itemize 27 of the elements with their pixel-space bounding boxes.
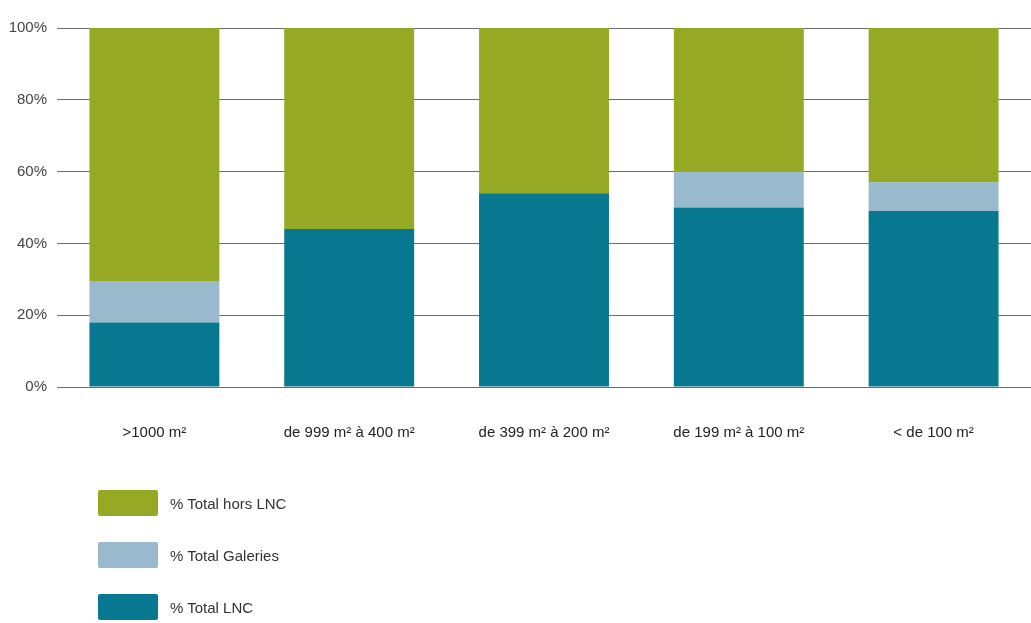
bar xyxy=(284,229,415,387)
y-tick-label: 0% xyxy=(25,377,47,395)
bar xyxy=(868,211,999,387)
bar xyxy=(868,182,999,212)
x-tick-label: >1000 m² xyxy=(122,423,187,441)
bar xyxy=(673,28,804,172)
bar xyxy=(89,281,220,323)
y-tick-label: 20% xyxy=(16,305,47,323)
bar xyxy=(89,28,220,282)
bar xyxy=(284,28,415,230)
x-tick-label: de 999 m² à 400 m² xyxy=(283,423,415,441)
y-tick-label: 40% xyxy=(16,233,47,251)
y-tick-label: 60% xyxy=(16,161,47,179)
x-tick-label: de 399 m² à 200 m² xyxy=(478,423,610,441)
bar xyxy=(89,322,220,387)
x-tick-label: de 199 m² à 100 m² xyxy=(673,423,805,441)
bar xyxy=(868,28,999,183)
bar xyxy=(479,28,609,194)
y-tick-label: 80% xyxy=(16,89,47,107)
legend-label: % Total hors LNC xyxy=(170,494,287,512)
bar xyxy=(673,207,804,387)
legend-label: % Total Galeries xyxy=(170,546,279,564)
y-tick-label: 100% xyxy=(8,18,47,36)
bar xyxy=(479,193,609,387)
x-tick-label: < de 100 m² xyxy=(893,423,974,441)
bar xyxy=(673,171,804,208)
legend-label: % Total LNC xyxy=(170,598,254,616)
